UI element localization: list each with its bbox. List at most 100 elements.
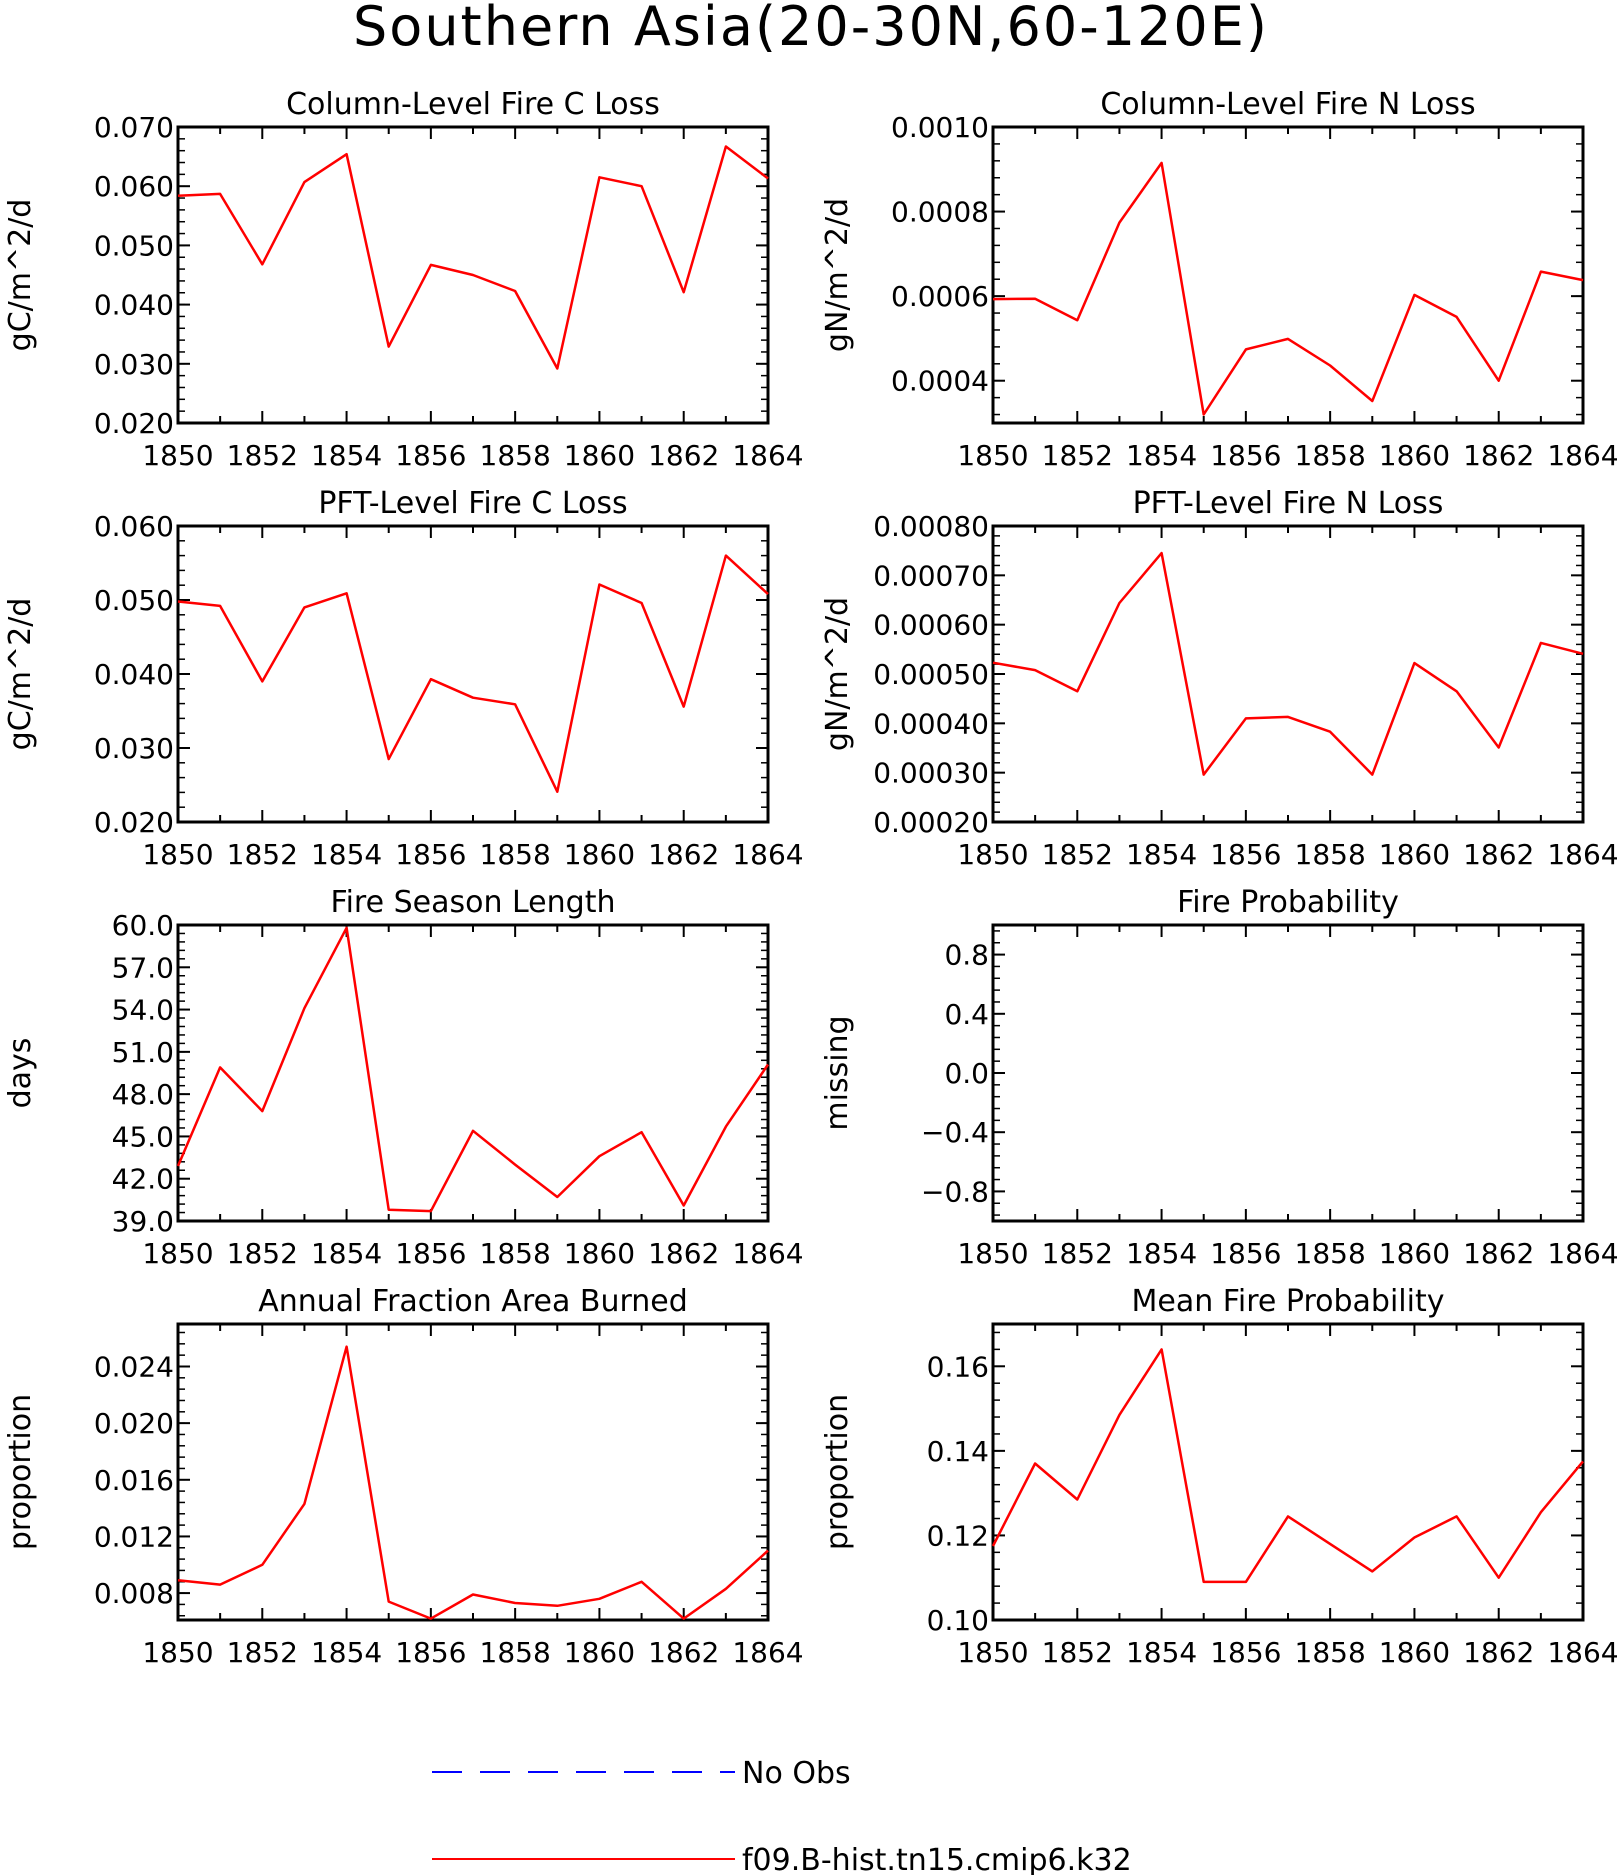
x-tick-label: 1852 xyxy=(227,1636,298,1669)
panel-6: Fire Probability missing 1850 1852 1854 1856 1… xyxy=(820,885,1619,1270)
y-axis-label: gC/m^2/d xyxy=(3,199,38,352)
panel-title: PFT-Level Fire N Loss xyxy=(1133,486,1444,521)
x-tick-label: 1860 xyxy=(1379,1636,1450,1669)
plot-frame xyxy=(991,524,1585,824)
x-tick-label: 1858 xyxy=(1295,439,1366,472)
x-tick-label: 1858 xyxy=(1295,1636,1366,1669)
y-tick-label: 0.00030 xyxy=(873,757,989,790)
y-tick-label: 57.0 xyxy=(112,951,174,984)
y-tick-label: 0.060 xyxy=(94,170,174,203)
y-tick-label: 39.0 xyxy=(112,1205,174,1238)
y-tick-label: 48.0 xyxy=(112,1078,174,1111)
series-line xyxy=(177,554,769,793)
x-tick-label: 1858 xyxy=(480,1237,551,1270)
panel-1: Column-Level Fire C Loss gC/m^2/d 1850 1852… xyxy=(3,87,804,472)
x-tick-label: 1850 xyxy=(957,1237,1028,1270)
x-tick-label: 1852 xyxy=(1042,439,1113,472)
series-line xyxy=(992,161,1584,416)
y-tick-label: 0.0010 xyxy=(891,111,989,144)
y-tick-label: 0.12 xyxy=(927,1519,989,1552)
legend-obs-label: No Obs xyxy=(742,1756,851,1791)
x-tick-label: 1862 xyxy=(1463,439,1534,472)
x-tick-label: 1850 xyxy=(142,1237,213,1270)
x-tick-label: 1864 xyxy=(1547,838,1618,871)
x-tick-label: 1852 xyxy=(1042,1636,1113,1669)
y-axis-label: days xyxy=(3,1038,38,1109)
y-tick-label: −0.4 xyxy=(921,1116,989,1149)
x-tick-label: 1862 xyxy=(648,439,719,472)
y-tick-label: 0.00060 xyxy=(873,609,989,642)
panel-title: Fire Season Length xyxy=(331,885,616,920)
x-tick-label: 1864 xyxy=(732,439,803,472)
x-tick-label: 1856 xyxy=(1210,439,1281,472)
y-tick-label: 0.10 xyxy=(927,1604,989,1637)
y-tick-label: 0.00080 xyxy=(873,510,989,543)
y-tick-label: 0.0004 xyxy=(891,365,989,398)
y-axis-label: missing xyxy=(820,1015,855,1130)
x-tick-label: 1852 xyxy=(227,838,298,871)
x-tick-label: 1860 xyxy=(1379,1237,1450,1270)
y-tick-label: 0.040 xyxy=(94,289,174,322)
x-tick-label: 1858 xyxy=(480,1636,551,1669)
y-tick-label: 0.00050 xyxy=(873,658,989,691)
y-axis-label: gN/m^2/d xyxy=(820,198,855,352)
plot-frame xyxy=(991,125,1585,425)
y-tick-label: 0.030 xyxy=(94,732,174,765)
x-tick-label: 1850 xyxy=(957,439,1028,472)
panel-title: Column-Level Fire N Loss xyxy=(1100,87,1475,122)
x-tick-label: 1858 xyxy=(1295,1237,1366,1270)
x-tick-label: 1854 xyxy=(1126,1237,1197,1270)
y-tick-label: 0.070 xyxy=(94,111,174,144)
panel-title: Column-Level Fire C Loss xyxy=(286,87,660,122)
panel-title: Fire Probability xyxy=(1177,885,1399,920)
y-tick-label: 0.050 xyxy=(94,229,174,262)
y-tick-label: 0.020 xyxy=(94,1407,174,1440)
panel-title: PFT-Level Fire C Loss xyxy=(318,486,627,521)
x-tick-label: 1862 xyxy=(648,838,719,871)
x-tick-label: 1850 xyxy=(142,439,213,472)
y-tick-label: 0.0 xyxy=(944,1057,989,1090)
plot-frame xyxy=(176,1322,770,1622)
x-tick-label: 1862 xyxy=(1463,1237,1534,1270)
x-tick-label: 1852 xyxy=(227,1237,298,1270)
x-tick-label: 1860 xyxy=(1379,838,1450,871)
x-tick-label: 1852 xyxy=(227,439,298,472)
panel-3: PFT-Level Fire C Loss gC/m^2/d 1850 1852 185… xyxy=(3,486,804,871)
y-tick-label: −0.8 xyxy=(921,1175,989,1208)
x-tick-label: 1864 xyxy=(732,838,803,871)
x-tick-label: 1862 xyxy=(1463,1636,1534,1669)
panels: Column-Level Fire C Loss gC/m^2/d 1850 1852… xyxy=(3,87,1619,1669)
plot-frame xyxy=(176,923,770,1223)
y-tick-label: 0.16 xyxy=(927,1350,989,1383)
y-tick-label: 0.016 xyxy=(94,1464,174,1497)
y-tick-label: 0.040 xyxy=(94,658,174,691)
y-tick-label: 0.4 xyxy=(944,998,989,1031)
series-line xyxy=(177,1345,769,1620)
y-axis-label: gN/m^2/d xyxy=(820,597,855,751)
panel-2: Column-Level Fire N Loss gN/m^2/d 1850 1852… xyxy=(820,87,1619,472)
plot-frame xyxy=(991,923,1585,1223)
x-tick-label: 1854 xyxy=(311,838,382,871)
x-tick-label: 1854 xyxy=(1126,1636,1197,1669)
y-tick-label: 51.0 xyxy=(112,1036,174,1069)
y-tick-label: 0.00040 xyxy=(873,707,989,740)
panel-5: Fire Season Length days 1850 1852 1854 1856 18… xyxy=(3,885,804,1270)
x-tick-label: 1850 xyxy=(142,838,213,871)
x-tick-label: 1854 xyxy=(1126,838,1197,871)
x-tick-label: 1854 xyxy=(311,1237,382,1270)
y-tick-label: 45.0 xyxy=(112,1120,174,1153)
x-tick-label: 1858 xyxy=(480,439,551,472)
y-tick-label: 0.0006 xyxy=(891,280,989,313)
panel-8: Mean Fire Probability proportion 1850 1852 1… xyxy=(820,1284,1619,1669)
x-tick-label: 1864 xyxy=(1547,1636,1618,1669)
x-tick-label: 1862 xyxy=(648,1636,719,1669)
x-tick-label: 1854 xyxy=(311,1636,382,1669)
x-tick-label: 1852 xyxy=(1042,1237,1113,1270)
x-tick-label: 1850 xyxy=(142,1636,213,1669)
series-line xyxy=(177,145,769,370)
panel-7: Annual Fraction Area Burned proportion 185… xyxy=(3,1284,804,1669)
y-tick-label: 0.00070 xyxy=(873,559,989,592)
x-tick-label: 1852 xyxy=(1042,838,1113,871)
y-tick-label: 42.0 xyxy=(112,1163,174,1196)
x-tick-label: 1850 xyxy=(957,838,1028,871)
